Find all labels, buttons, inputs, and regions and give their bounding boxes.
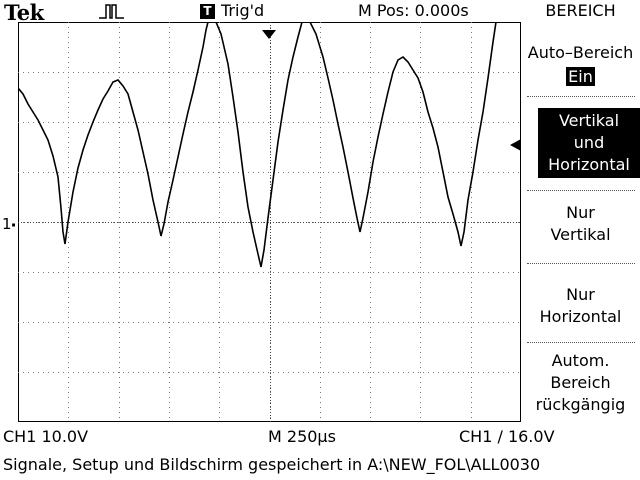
- menu-divider: [527, 263, 635, 264]
- menu-item-auto-range[interactable]: Auto–Bereich Ein: [521, 42, 640, 88]
- brand-logo: Tek: [4, 0, 44, 25]
- trigger-status: T Trig'd: [200, 1, 264, 20]
- ch1-arrow-icon: ⬝: [11, 215, 16, 233]
- trigger-status-label: Trig'd: [221, 1, 265, 20]
- menu-item-label: Horizontal: [539, 307, 622, 326]
- trigger-readout: CH1 ∕ 16.0V: [459, 427, 555, 446]
- menu-divider: [527, 342, 635, 343]
- menu-divider: [527, 190, 635, 191]
- ch1-level-label: 1: [2, 215, 12, 233]
- ch1-waveform-trace: [18, 22, 497, 268]
- ch1-scale-readout: CH1 10.0V: [3, 427, 89, 446]
- ch1-level-marker: 1⬝: [2, 215, 16, 233]
- menu-item-label: Autom.: [551, 351, 610, 370]
- trigger-box-icon: T: [200, 4, 215, 19]
- menu-item-label: Auto–Bereich: [527, 43, 634, 62]
- menu-item-label: Nur: [566, 285, 595, 304]
- trigger-position-arrow-icon: [262, 30, 276, 39]
- menu-item-horizontal-only[interactable]: Nur Horizontal: [521, 284, 640, 328]
- menu-item-label: Vertikal: [550, 225, 611, 244]
- auto-range-value: Ein: [566, 67, 595, 86]
- menu-item-label: und: [573, 133, 605, 152]
- menu-item-label: Bereich: [550, 373, 611, 392]
- menu-item-label: Nur: [566, 203, 595, 222]
- menu-item-vertical-and-horizontal[interactable]: Vertikal und Horizontal: [538, 108, 640, 178]
- menu-item-vertical-only[interactable]: Nur Vertikal: [521, 202, 640, 246]
- status-message: Signale, Setup und Bildschirm gespeicher…: [3, 455, 541, 474]
- trigger-level-arrow-icon: [510, 139, 521, 151]
- top-status-bar: Tek T Trig'd M Pos: 0.000s: [0, 0, 640, 25]
- menu-title: BEREICH: [545, 1, 616, 20]
- menu-divider: [527, 96, 635, 97]
- side-menu: BEREICH Auto–Bereich Ein Vertikal und Ho…: [521, 0, 640, 425]
- trigger-pulse-icon: [99, 4, 124, 19]
- timebase-readout: M 250µs: [268, 427, 336, 446]
- menu-item-label: Horizontal: [548, 155, 630, 174]
- menu-item-undo-autorange[interactable]: Autom. Bereich rückgängig: [521, 350, 640, 416]
- menu-item-label: Vertikal: [558, 111, 620, 130]
- waveform-display: [18, 22, 521, 422]
- horizontal-position-readout: M Pos: 0.000s: [358, 1, 469, 20]
- menu-item-label: rückgängig: [535, 395, 626, 414]
